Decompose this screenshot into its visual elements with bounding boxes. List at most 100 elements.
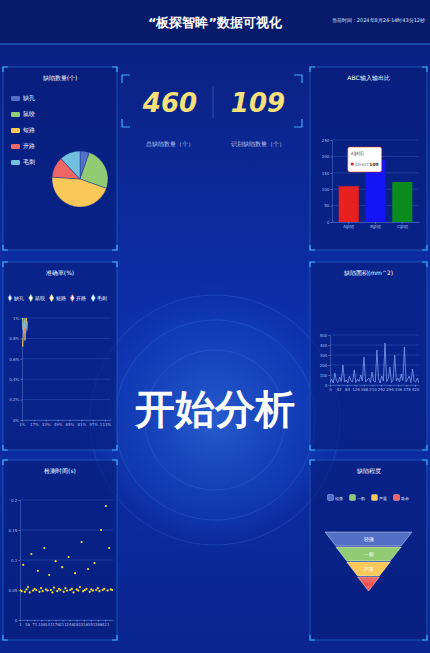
tooltip-marker — [351, 162, 354, 165]
legend: 轻微一般严重致命 — [328, 495, 409, 501]
tick-label: 250 — [322, 138, 330, 143]
chart-title: 缺陷程度 — [357, 467, 381, 474]
tick: A缺陷 — [343, 222, 354, 229]
point — [103, 588, 105, 590]
tick-label: 49% — [54, 422, 63, 427]
point — [72, 591, 74, 593]
tick: 336 — [395, 385, 403, 392]
axis: 00.050.10.150.2 — [8, 498, 20, 623]
tick-label: 17% — [30, 422, 39, 427]
frame-corner — [122, 75, 302, 127]
tick-label: 36 — [25, 622, 31, 627]
tick-mark — [21, 359, 23, 360]
legend-label: 开路 — [76, 295, 86, 301]
axis-line — [330, 336, 331, 386]
tick: 0 — [327, 220, 332, 225]
funnel-layer — [325, 532, 412, 546]
tick: 210 — [369, 385, 377, 392]
tick-label: 200 — [320, 363, 328, 368]
legend-label: 鼠咬 — [35, 295, 45, 301]
center-text: 开始分析 — [134, 386, 295, 432]
axis: 13671106141176211246281316351386421 — [19, 620, 113, 627]
tick-mark — [19, 620, 21, 621]
tick: 0.15 — [8, 528, 20, 533]
funnel: 轻微一般严重致命 — [325, 532, 412, 591]
tick: 81% — [77, 420, 86, 427]
line — [22, 318, 27, 347]
funnel-label: 严重 — [364, 566, 374, 572]
kpi-label: 识别缺陷数量（个） — [231, 140, 285, 148]
tick: 50 — [324, 203, 332, 208]
tick-label: 97% — [89, 422, 98, 427]
plot — [330, 343, 419, 383]
tick-label: 113% — [100, 422, 112, 427]
tick: 0.2 — [11, 498, 20, 503]
grid-line — [20, 560, 113, 561]
line — [330, 343, 419, 383]
plot — [20, 505, 113, 594]
legend-label: 严重 — [379, 496, 387, 501]
title: “板探智眸”数据可视化 — [148, 15, 283, 30]
legend-marker — [70, 295, 74, 302]
tick: 0.1 — [11, 558, 20, 563]
tick-label: C缺陷 — [397, 224, 408, 229]
tick: 1 — [19, 620, 22, 627]
point — [43, 547, 45, 549]
grid — [22, 318, 111, 420]
point — [80, 541, 82, 543]
tick-label: 0 — [327, 220, 330, 225]
point — [59, 589, 61, 591]
tooltip-value: 109 — [369, 162, 378, 167]
tooltip-title: A缺陷 — [351, 150, 364, 156]
pie-slice — [61, 151, 80, 179]
chart-title: 缺陷面积(mm^2) — [344, 269, 393, 276]
tick-label: 0.2 — [11, 498, 18, 503]
axis: 050100150200250 — [322, 138, 333, 225]
funnel-layer — [358, 577, 380, 591]
tick-label: 0.2% — [9, 397, 19, 402]
point — [93, 562, 95, 564]
panel-corner — [310, 262, 427, 450]
point — [105, 505, 107, 507]
point — [77, 590, 79, 592]
tick-mark — [329, 365, 331, 366]
tick-label: 0.8% — [9, 336, 19, 341]
point — [111, 589, 113, 591]
chart-title: 准确率(%) — [46, 269, 74, 276]
grid-line — [20, 620, 113, 621]
legend: 缺孔鼠咬短路开路毛刺 — [11, 95, 35, 165]
legend-swatch — [11, 96, 20, 101]
legend-swatch — [394, 495, 400, 501]
axis: 04284126168210252294336378420 — [329, 385, 419, 392]
point — [29, 591, 31, 593]
tick-label: 200 — [322, 154, 330, 159]
point — [66, 590, 68, 592]
point — [100, 529, 102, 531]
point — [97, 587, 99, 589]
tick: 33% — [42, 420, 51, 427]
point — [85, 588, 87, 590]
point — [53, 587, 55, 589]
tick: 0% — [13, 418, 22, 423]
tick: 0.8% — [9, 336, 22, 341]
legend-label: 毛刺 — [97, 295, 107, 301]
grid-line — [22, 358, 111, 359]
point — [37, 570, 39, 572]
legend-swatch — [11, 144, 20, 149]
header-line — [0, 44, 430, 45]
point — [79, 586, 81, 588]
panel-corner — [310, 460, 427, 640]
point — [42, 590, 44, 592]
tick: 0 — [329, 385, 332, 392]
legend-label: 开路 — [23, 143, 35, 149]
tick-label: 168 — [361, 387, 369, 392]
grid — [20, 500, 113, 620]
point — [55, 560, 57, 562]
legend-label: 轻微 — [335, 496, 343, 501]
tick-label: 420 — [412, 387, 420, 392]
grid-line — [22, 318, 111, 319]
point — [38, 591, 40, 593]
axis: 1%17%33%49%65%81%97%113% — [19, 420, 111, 427]
tick-label: 294 — [386, 387, 394, 392]
tick-mark — [19, 530, 21, 531]
